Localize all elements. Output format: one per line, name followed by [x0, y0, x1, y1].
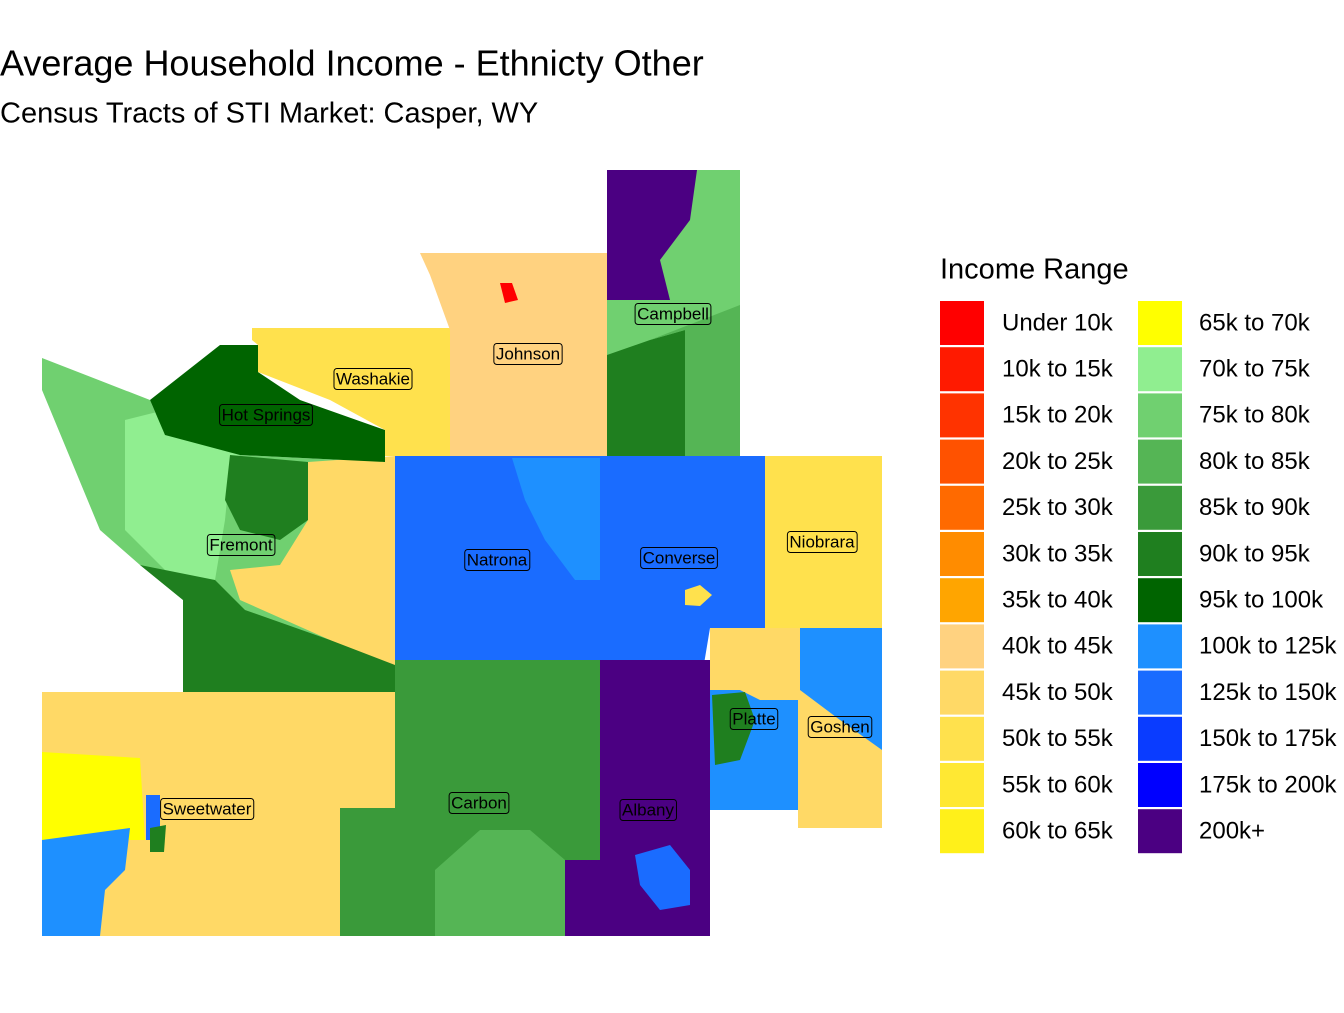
- legend: Under 10k 10k to 15k 15k to 20k 20k to 25k 2…: [940, 301, 1337, 854]
- county-label-box: [640, 546, 718, 569]
- county-labels: Campbell Johnson Washakie Hot Springs Fremon…: [160, 302, 873, 821]
- legend-label: 50k to 55k: [1002, 725, 1114, 752]
- legend-swatch: [1138, 578, 1182, 623]
- county-label: Johnson: [496, 344, 560, 363]
- legend-swatch: [1138, 439, 1182, 484]
- legend-label: 70k to 75k: [1199, 356, 1311, 383]
- legend-swatch: [1138, 670, 1182, 715]
- legend-swatch: [1138, 301, 1182, 345]
- legend-swatch: [940, 670, 984, 715]
- legend-swatch: [1138, 624, 1182, 669]
- legend-label: 90k to 95k: [1199, 540, 1311, 567]
- county-label-box: [448, 791, 510, 814]
- county-label: Albany: [622, 800, 674, 819]
- legend-label: 55k to 60k: [1002, 771, 1114, 798]
- map-area: [42, 170, 882, 936]
- legend-swatch: [1138, 393, 1182, 438]
- legend-swatch: [940, 347, 984, 392]
- county-label-box: [219, 403, 313, 426]
- county-label-box: [634, 302, 712, 325]
- legend-swatch: [940, 393, 984, 438]
- county-label-box: [160, 797, 255, 820]
- legend-swatch: [940, 624, 984, 669]
- county-label-box: [464, 548, 531, 571]
- legend-swatch: [940, 485, 984, 530]
- county-label: Converse: [643, 548, 716, 567]
- legend-swatch: [940, 716, 984, 761]
- legend-label: 150k to 175k: [1199, 725, 1337, 752]
- title: Average Household Income - Ethnicty Othe…: [0, 43, 704, 84]
- county-label-box: [807, 715, 873, 738]
- legend-label: 125k to 150k: [1199, 679, 1337, 706]
- legend-swatch: [940, 809, 984, 854]
- county-label: Platte: [732, 709, 775, 728]
- legend-swatch: [940, 763, 984, 807]
- legend-label: 65k to 70k: [1199, 309, 1311, 336]
- county-label: Niobrara: [789, 532, 855, 551]
- legend-swatch: [1138, 763, 1182, 807]
- legend-swatch: [1138, 347, 1182, 392]
- county-label-box: [729, 707, 779, 730]
- county-label-box: [786, 530, 858, 553]
- legend-label: Under 10k: [1002, 309, 1114, 336]
- county-label-box: [619, 798, 677, 821]
- legend-swatch: [1138, 716, 1182, 761]
- legend-swatch: [1138, 532, 1182, 576]
- county-label: Campbell: [637, 304, 709, 323]
- county-label: Washakie: [336, 369, 410, 388]
- legend-label: 20k to 25k: [1002, 448, 1114, 475]
- county-label: Hot Springs: [222, 405, 311, 424]
- legend-label: 25k to 30k: [1002, 494, 1114, 521]
- legend-label: 85k to 90k: [1199, 494, 1311, 521]
- county-label: Goshen: [810, 717, 870, 736]
- county-label: Fremont: [209, 535, 273, 554]
- legend-swatch: [940, 578, 984, 623]
- legend-swatch: [940, 532, 984, 576]
- legend-swatch: [940, 301, 984, 345]
- legend-label: 80k to 85k: [1199, 448, 1311, 475]
- legend-label: 40k to 45k: [1002, 633, 1114, 660]
- legend-label: 75k to 80k: [1199, 402, 1311, 429]
- subtitle: Census Tracts of STI Market: Casper, WY: [0, 98, 538, 130]
- legend-swatch: [1138, 809, 1182, 854]
- legend-swatch: [1138, 485, 1182, 530]
- legend-label: 45k to 50k: [1002, 679, 1114, 706]
- legend-label: 60k to 65k: [1002, 818, 1114, 845]
- legend-label: 175k to 200k: [1199, 771, 1337, 798]
- legend-title: Income Range: [940, 254, 1129, 286]
- legend-label: 200k+: [1199, 818, 1265, 845]
- legend-label: 35k to 40k: [1002, 587, 1114, 614]
- legend-label: 30k to 35k: [1002, 540, 1114, 567]
- legend-label: 15k to 20k: [1002, 402, 1114, 429]
- county-label: Natrona: [467, 550, 528, 569]
- county-label-box: [333, 367, 413, 390]
- legend-label: 95k to 100k: [1199, 587, 1324, 614]
- county-label-box: [493, 342, 563, 365]
- legend-swatch: [940, 439, 984, 484]
- county-label: Sweetwater: [163, 799, 252, 818]
- legend-label: 10k to 15k: [1002, 356, 1114, 383]
- county-label: Carbon: [451, 793, 507, 812]
- county-label-box: [206, 533, 276, 556]
- legend-label: 100k to 125k: [1199, 633, 1337, 660]
